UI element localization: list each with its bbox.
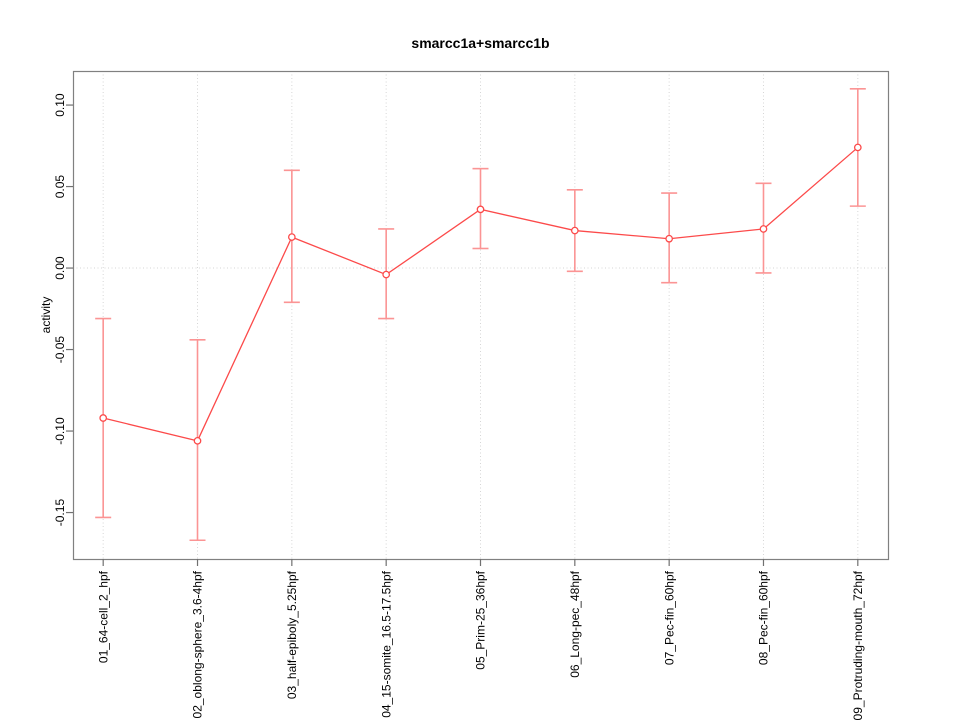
x-tick-label: 09_Protruding-mouth_72hpf xyxy=(851,570,865,720)
x-tick-label: 05_Prim-25_36hpf xyxy=(474,570,488,669)
data-point-marker xyxy=(853,143,862,152)
chart-title: smarcc1a+smarcc1b xyxy=(411,35,550,51)
data-point-marker xyxy=(476,205,485,214)
data-point-marker xyxy=(665,234,674,243)
data-point-marker xyxy=(287,233,296,241)
data-point-marker xyxy=(759,225,768,233)
x-tick-label: 07_Pec-fin_60hpf xyxy=(662,570,676,665)
x-tick-label: 06_Long-pec_48hpf xyxy=(568,570,582,677)
x-tick-label: 03_half-epiboly_5.25hpf xyxy=(285,570,299,699)
y-tick-label: -0.15 xyxy=(53,499,67,527)
y-tick-label: 0.10 xyxy=(53,93,67,117)
data-point-marker xyxy=(193,436,202,445)
data-point-marker xyxy=(570,226,579,235)
y-axis-title: activity xyxy=(39,296,53,334)
data-point-marker xyxy=(382,270,391,279)
y-tick-label: -0.10 xyxy=(53,417,67,445)
x-tick-label: 04_15-somite_16.5-17.5hpf xyxy=(379,570,393,717)
x-tick-label: 08_Pec-fin_60hpf xyxy=(757,570,771,665)
x-tick-label: 02_oblong-sphere_3.6-4hpf xyxy=(191,570,205,718)
x-tick-label: 01_64-cell_2_hpf xyxy=(96,570,110,663)
data-point-marker xyxy=(99,414,108,422)
y-tick-label: 0.05 xyxy=(53,175,67,199)
y-tick-label: -0.05 xyxy=(53,336,67,364)
y-tick-label: 0.00 xyxy=(53,256,67,280)
